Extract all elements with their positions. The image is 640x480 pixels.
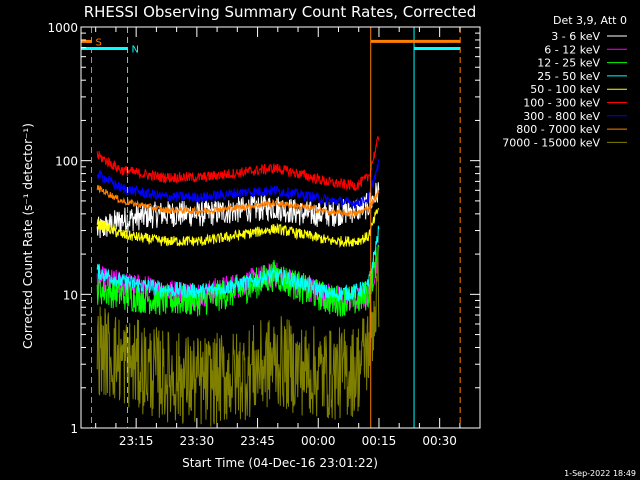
series-line-3 (96, 225, 380, 302)
y-tick-label-0: 1 (70, 422, 78, 436)
series-line-0 (96, 182, 380, 239)
legend-entry-6: 300 - 800 keV (523, 110, 600, 123)
legend-entry-2: 12 - 25 keV (537, 57, 600, 70)
legend-entry-4: 50 - 100 keV (530, 83, 600, 96)
x-tick-label-0: 23:15 (119, 434, 154, 448)
date-stamp: 1-Sep-2022 18:49 (564, 469, 636, 478)
plot-area: SN (81, 27, 461, 428)
legend-entry-8: 7000 - 15000 keV (502, 136, 600, 149)
legend-header: Det 3,9, Att 0 (553, 14, 627, 27)
y-tick-label-2: 100 (55, 155, 78, 169)
legend-entry-0: 3 - 6 keV (551, 30, 600, 43)
x-tick-label-3: 00:00 (301, 434, 336, 448)
series-line-6 (96, 159, 380, 209)
series-line-2 (96, 244, 380, 317)
y-tick-label-1: 10 (63, 288, 78, 302)
axes: 1 10 100 1000 23:15 23:30 23:45 00:00 00:15 00:30 (47, 21, 481, 448)
series-line-4 (96, 207, 380, 249)
chart-title: RHESSI Observing Summary Count Rates, Co… (84, 3, 477, 21)
legend-entry-5: 100 - 300 keV (523, 97, 600, 110)
x-tick-label-4: 00:15 (362, 434, 397, 448)
y-axis-label: Corrected Count Rate (s⁻¹ detector⁻¹) (21, 123, 35, 349)
series-line-7 (96, 184, 380, 218)
series-line-8 (96, 246, 380, 427)
vertical-markers (91, 27, 461, 428)
plot-frame (80, 26, 481, 429)
flag-label-1: N (132, 45, 139, 56)
y-tick-label-3: 1000 (47, 21, 78, 35)
series-layer (96, 136, 380, 427)
x-tick-label-5: 00:30 (422, 434, 457, 448)
legend-entry-1: 6 - 12 keV (544, 43, 600, 56)
legend-entry-7: 800 - 7000 keV (516, 123, 600, 136)
flag-label-0: S (96, 37, 102, 48)
flag-markers: SN (81, 37, 461, 56)
series-line-5 (96, 136, 380, 192)
x-tick-label-1: 23:30 (180, 434, 215, 448)
legend-entry-3: 25 - 50 keV (537, 70, 600, 83)
x-tick-label-2: 23:45 (240, 434, 275, 448)
x-axis-label: Start Time (04-Dec-16 23:01:22) (182, 456, 378, 470)
